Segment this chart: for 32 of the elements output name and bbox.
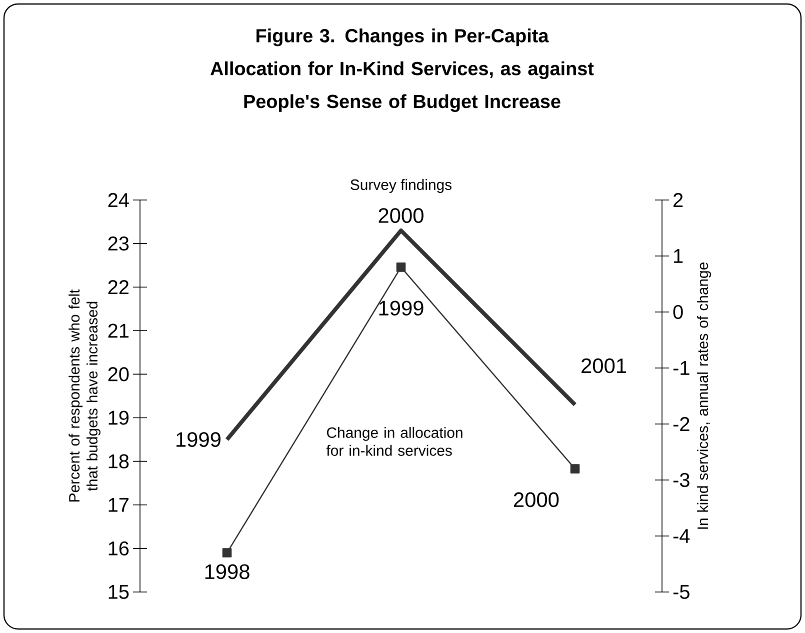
y-axis-title: Percent of respondents who felt that budgets have increased [68, 289, 100, 502]
annotation: 2000 [514, 492, 559, 508]
y-tick-label: 15 [108, 585, 129, 599]
annotation: 2001 [582, 358, 626, 374]
y2-tick-label: -3 [673, 472, 690, 488]
y-tick-label: 17 [108, 498, 128, 512]
y2-tick-label: -5 [673, 585, 690, 599]
annotation: 2000 [378, 208, 424, 223]
annotation: 1998 [205, 564, 250, 580]
y-tick-label: 23 [108, 236, 129, 251]
y2-axis-title: In kind services, annual rates of change [697, 262, 712, 529]
y-tick-label: 20 [108, 367, 129, 382]
y-tick-label: 24 [108, 193, 129, 207]
y-tick-label: 19 [108, 410, 129, 425]
annotation: 1999 [379, 300, 424, 316]
y2-tick-label: -1 [673, 361, 690, 375]
y2-tick-label: -2 [673, 417, 690, 431]
y2-tick-label: -4 [673, 529, 690, 543]
chart-title: Figure 3. Changes in Per-Capita Allocation for In-Kind Services, as against People's Sense of Budget Increase [210, 28, 594, 112]
point [396, 262, 406, 272]
y2-tick-label: 1 [674, 249, 683, 263]
y2-tick-label: 0 [673, 304, 683, 320]
annotation: 1999 [176, 432, 220, 447]
y-tick-label: 18 [108, 454, 129, 468]
y-tick-label: 22 [108, 280, 128, 294]
series-label: Change in allocation for in-kind services [326, 426, 462, 456]
y-tick-label: 16 [108, 541, 129, 556]
text: Survey findings [350, 179, 452, 193]
y2-tick-label: 2 [674, 193, 683, 207]
point [222, 548, 232, 558]
y-tick-label: 21 [108, 324, 129, 338]
point [570, 464, 580, 474]
